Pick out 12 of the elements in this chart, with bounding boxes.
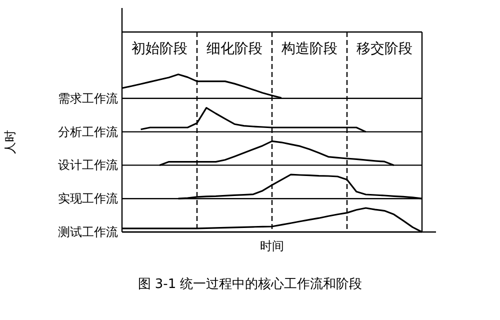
series-label: 测试工作流 <box>58 225 118 239</box>
caption: 图 3-1 统一过程中的核心工作流和阶段 <box>138 276 362 292</box>
series-label: 分析工作流 <box>58 124 118 139</box>
text: 构造阶段 <box>280 41 338 57</box>
text: 细化阶段 <box>206 41 262 57</box>
text: 初始阶段 <box>132 41 188 57</box>
series-label: 需求工作流 <box>58 91 118 106</box>
text: 移交阶段 <box>356 41 412 57</box>
text: 实现工作流 <box>58 192 118 206</box>
y-axis-title: 人时 <box>3 130 17 154</box>
text: 设计工作流 <box>58 158 118 172</box>
x-axis-title: 时间 <box>260 239 284 253</box>
